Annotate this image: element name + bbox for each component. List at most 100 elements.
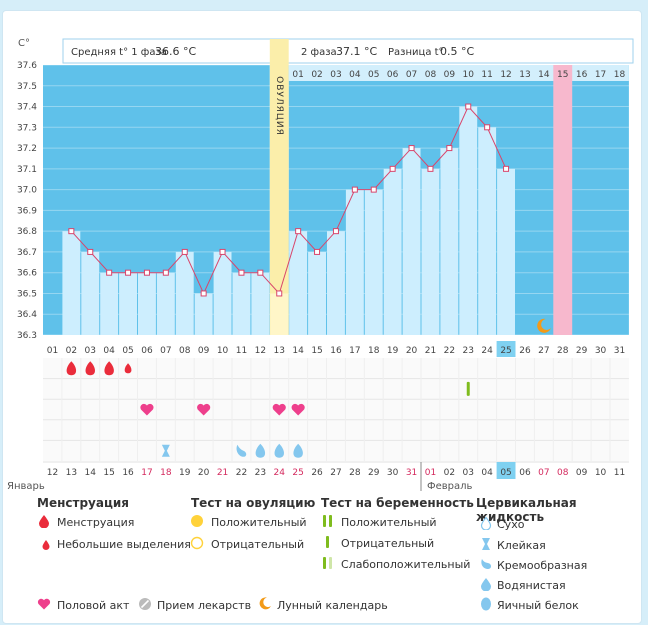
temperature-bar [119,272,137,335]
moon-icon [259,597,271,610]
temperature-bar [156,272,175,335]
diff-value: 0.5 °C [440,45,474,58]
cycle-day-label: 06 [141,346,153,356]
cycle-day-label: 31 [614,346,625,356]
markers-grid [43,358,629,461]
temperature-point [484,124,491,131]
date-label: 16 [122,468,134,478]
y-tick-label: 36.8 [17,227,37,237]
temperature-bar [194,293,213,335]
phase2-day-highlight [553,65,573,81]
phase2-day-label: 11 [481,70,492,80]
phase1-label: Средняя t° 1 фаза [71,47,167,58]
sticky-icon [482,538,490,550]
cycle-day-label: 18 [368,346,380,356]
phase2-day-label: 01 [292,70,303,80]
cycle-day-label: 22 [444,346,455,356]
y-tick-label: 36.9 [17,206,37,216]
sticky-icon [161,444,170,457]
temperature-point [106,269,113,276]
phase2-day-label: 05 [368,70,379,80]
cycle-day-label: 10 [217,346,229,356]
y-tick-label: 37.0 [17,186,37,196]
temperature-bar [364,189,383,335]
date-label: 27 [330,468,341,478]
weak-strip-icon [323,557,332,569]
legend-medication: Прием лекарств [157,599,252,612]
creamy-icon [481,559,492,569]
temperature-point [370,186,377,193]
y-tick-label: 36.7 [17,248,37,258]
temperature-bar [345,189,364,335]
y-tick-label: 37.6 [17,61,37,71]
cycle-day-label: 07 [160,346,171,356]
phase2-day-label: 09 [444,70,456,80]
month-right: Февраль [427,481,473,491]
temperature-point [314,248,321,255]
cycle-day-label: 20 [406,346,418,356]
date-label: 01 [425,468,436,478]
phase2-day-label: 16 [576,70,588,80]
y-tick-label: 36.4 [17,310,37,320]
date-label: 22 [236,468,247,478]
cycle-day-label: 21 [425,346,436,356]
drop-icon [39,515,49,528]
header-bar [62,38,634,64]
cycle-day-label: 04 [103,346,115,356]
cycle-day-label: 12 [255,346,266,356]
cycle-day-label: 23 [463,346,474,356]
pregnancy-strip-icon [466,381,470,396]
legend-watery: Водянистая [497,579,566,592]
legend-preg-weak: Слабоположительный [341,558,471,571]
bbt-chart: C° Средняя t° 1 фаза 36.6 °C 2 фаза 37.1… [7,38,634,491]
menstruation-drop-icon [85,361,95,376]
cycle-day-label: 11 [236,346,247,356]
temperature-line [70,105,507,295]
date-label: 30 [387,468,399,478]
phase2-day-label: 04 [349,70,361,80]
phase2-day-label: 15 [557,70,568,80]
temperature-point [332,228,339,235]
y-tick-label: 36.3 [17,331,37,341]
y-tick-label: 37.2 [17,144,37,154]
phase2-day-label: 10 [463,70,475,80]
temperature-bar [289,231,308,335]
date-label: 26 [311,468,323,478]
temperature-point [408,145,415,152]
date-label: 10 [595,468,607,478]
heart-icon [272,403,286,416]
y-axis-unit: C° [18,38,30,49]
phase2-day-label: 02 [311,70,322,80]
date-label: 08 [557,468,569,478]
temperature-bar [459,106,478,336]
cycle-day-label: 14 [292,346,304,356]
temperature-point [238,269,245,276]
watery-drop-icon [293,443,303,458]
temperature-point [125,269,132,276]
temperature-bar [232,272,251,335]
phase2-day-label: 03 [330,70,341,80]
cycle-day-label: 13 [274,346,285,356]
date-label: 11 [614,468,625,478]
cycle-day-label: 19 [387,346,399,356]
cycle-day-label: 05 [122,346,133,356]
temperature-bar [497,168,515,335]
phase2-label: 2 фаза [301,47,337,58]
watery-drop-icon [274,443,284,458]
temperature-point [465,103,472,110]
cycle-day-label: 25 [500,346,511,356]
legend-negative: Отрицательный [211,538,305,551]
temperature-point [200,290,207,297]
ovulation-stripe [269,39,289,335]
watery-icon [481,578,491,591]
heart-icon [37,598,51,610]
date-label: 09 [576,468,588,478]
small-drop-icon [42,540,50,550]
date-label: 17 [141,468,152,478]
cycle-day-label: 08 [179,346,191,356]
temperature-bar [251,272,270,335]
legend-creamy: Кремообразная [497,559,588,572]
temperature-point [143,269,150,276]
temperature-bar [138,272,156,335]
phase1-background [43,65,270,335]
